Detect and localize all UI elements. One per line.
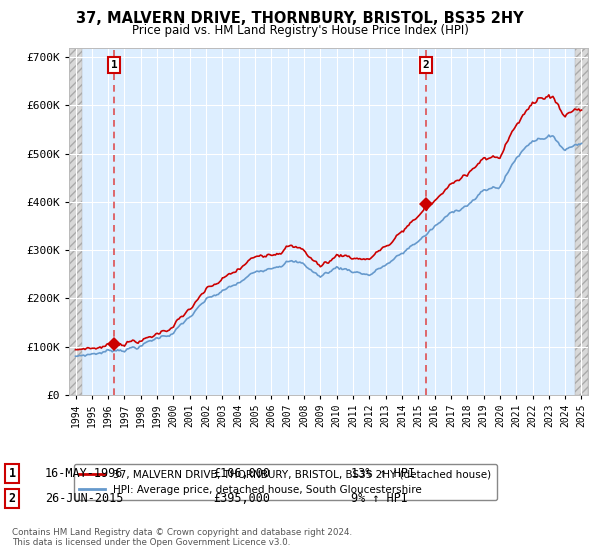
Text: 37, MALVERN DRIVE, THORNBURY, BRISTOL, BS35 2HY: 37, MALVERN DRIVE, THORNBURY, BRISTOL, B… — [76, 11, 524, 26]
Text: 16-MAY-1996: 16-MAY-1996 — [45, 466, 124, 480]
Text: £395,000: £395,000 — [213, 492, 270, 505]
Text: Price paid vs. HM Land Registry's House Price Index (HPI): Price paid vs. HM Land Registry's House … — [131, 24, 469, 37]
Text: Contains HM Land Registry data © Crown copyright and database right 2024.
This d: Contains HM Land Registry data © Crown c… — [12, 528, 352, 547]
Text: 2: 2 — [8, 492, 16, 505]
Text: 13% ↑ HPI: 13% ↑ HPI — [351, 466, 415, 480]
Text: 9% ↑ HPI: 9% ↑ HPI — [351, 492, 408, 505]
Text: 1: 1 — [111, 60, 118, 70]
Bar — [69, 48, 82, 395]
Bar — [575, 48, 588, 395]
Text: 1: 1 — [8, 466, 16, 480]
Text: £106,000: £106,000 — [213, 466, 270, 480]
Text: 26-JUN-2015: 26-JUN-2015 — [45, 492, 124, 505]
Text: 2: 2 — [422, 60, 429, 70]
Legend: 37, MALVERN DRIVE, THORNBURY, BRISTOL, BS35 2HY (detached house), HPI: Average p: 37, MALVERN DRIVE, THORNBURY, BRISTOL, B… — [74, 464, 497, 500]
